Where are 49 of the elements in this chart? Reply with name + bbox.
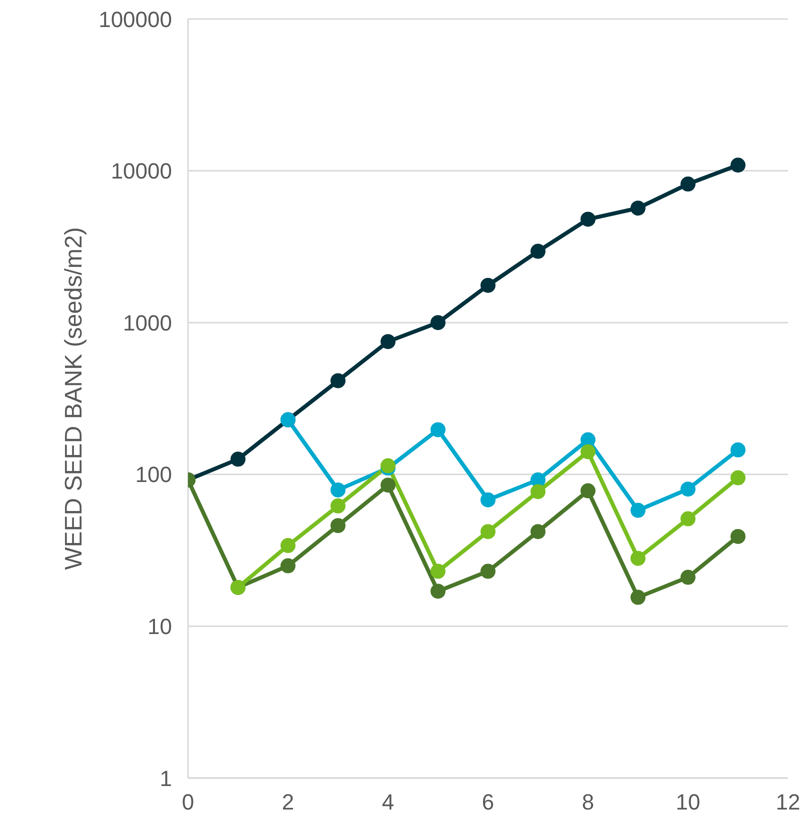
point [630, 590, 646, 605]
point [430, 422, 446, 438]
point [530, 484, 546, 500]
point [330, 482, 346, 498]
point [530, 244, 546, 259]
point [280, 538, 296, 554]
point [630, 550, 646, 566]
y-tick-label: 1 [160, 766, 172, 791]
y-tick-label: 1000 [123, 310, 172, 336]
x-tick-label: 4 [382, 790, 394, 815]
point [480, 492, 496, 508]
x-tick-label: 0 [182, 790, 194, 815]
point [530, 524, 546, 540]
point [330, 518, 346, 534]
point [680, 482, 696, 497]
point [380, 478, 396, 493]
point [480, 564, 496, 579]
x-tick-label: 6 [482, 790, 494, 815]
y-tick-label: 10 [148, 614, 172, 640]
point [480, 278, 496, 293]
y-tick-label: 10000 [110, 158, 172, 184]
y-tick-label: 100 [135, 462, 172, 488]
point [280, 558, 296, 574]
y-axis-title: WEED SEED BANK (seeds/m2) [60, 227, 88, 570]
point [430, 584, 446, 599]
point [730, 158, 746, 173]
point [730, 528, 746, 544]
point [380, 334, 396, 350]
point [680, 176, 696, 192]
point [430, 564, 446, 579]
point [680, 511, 696, 526]
point [230, 452, 246, 467]
x-tick-label: 10 [676, 790, 700, 815]
point [580, 212, 596, 227]
x-tick-label: 2 [282, 790, 294, 815]
x-tick-label: 12 [776, 790, 800, 815]
point [330, 373, 346, 388]
point [730, 470, 746, 486]
point [580, 483, 596, 498]
point [630, 200, 646, 216]
point [630, 502, 646, 518]
point [430, 315, 446, 330]
point [580, 444, 596, 460]
x-tick-label: 8 [582, 790, 594, 815]
point [730, 442, 746, 458]
y-tick-label: 100000 [98, 6, 172, 32]
point [680, 570, 696, 585]
point [330, 498, 346, 514]
point [480, 524, 496, 540]
